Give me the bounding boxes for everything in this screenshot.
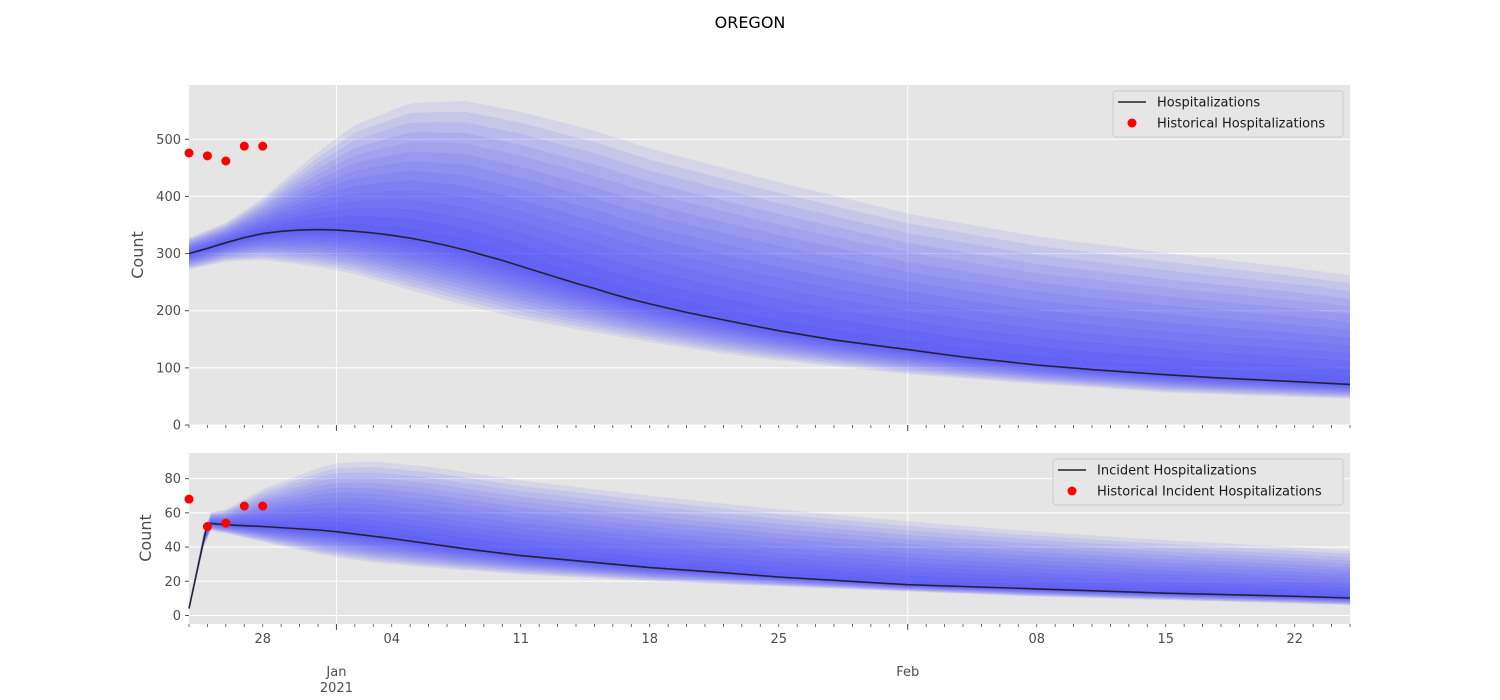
x-tick-label: 08 [1028,632,1045,647]
legend-point-swatch [1127,118,1137,128]
historical-point [258,141,268,151]
y-tick-label: 40 [164,541,181,556]
y-axis-label: Count [136,514,155,562]
quantile-band [189,467,1350,611]
historical-point [221,156,231,166]
historical-point [184,148,194,158]
quantile-band [189,161,1350,393]
quantile-band [189,216,1350,387]
y-tick-label: 400 [156,190,181,205]
figure-title: OREGON [715,13,786,32]
historical-point [239,501,249,511]
legend-label: Historical Hospitalizations [1157,117,1325,132]
quantile-band [189,199,1350,389]
historical-point [202,522,212,532]
quantile-band [189,482,1350,610]
x-major-label-line: Jan [325,665,346,680]
x-tick-label: 18 [641,632,658,647]
quantile-band [189,507,1350,610]
quantile-band [189,132,1350,396]
x-major-label: Jan 2021 [320,665,353,696]
quantile-band [189,151,1350,394]
y-tick-label: 500 [156,133,181,148]
quantile-band [189,512,1350,610]
quantile-band [189,521,1350,609]
legend-label: Historical Incident Hospitalizations [1097,485,1322,500]
median-line [188,522,1351,609]
quantile-band [189,122,1350,397]
x-tick-label: 25 [770,632,787,647]
y-tick-label: 0 [173,609,181,624]
y-tick-label: 20 [164,575,181,590]
quantile-band [189,472,1350,611]
x-major-label-line: Feb [896,665,919,680]
historical-point [221,518,231,528]
x-tick-label: 11 [512,632,529,647]
quantile-band [189,101,1350,399]
quantile-band [189,171,1350,392]
quantile-band [189,111,1350,398]
quantile-band [189,502,1350,610]
y-tick-label: 300 [156,247,181,262]
x-tick-label: 28 [254,632,271,647]
y-tick-label: 0 [173,419,181,434]
hospitalizations-axes: 0 100 200 300 400 500 Count Hospitalizations His… [128,85,1351,434]
quantile-band [189,190,1350,390]
y-tick-label: 60 [164,506,181,521]
quantile-band [189,487,1350,610]
historical-point [239,141,249,151]
legend-box [1052,458,1344,506]
x-major-label-line: 2021 [320,681,353,696]
x-tick-label: 15 [1157,632,1174,647]
historical-point [258,501,268,511]
quantile-band [189,141,1350,395]
legend-point-swatch [1067,486,1077,496]
quantile-band [189,180,1350,391]
y-tick-label: 80 [164,472,181,487]
quantile-band [189,477,1350,610]
x-tick-label: 04 [383,632,400,647]
historical-point [202,151,212,161]
legend-label: Hospitalizations [1157,96,1260,111]
quantile-band [189,461,1350,611]
y-tick-label: 100 [156,361,181,376]
quantile-band [189,497,1350,610]
legend-box [1112,90,1344,138]
legend-label: Incident Hospitalizations [1097,464,1257,479]
quantile-band [189,522,1350,609]
legend: Hospitalizations Historical Hospitalizati… [1112,90,1344,138]
historical-point [184,494,194,504]
y-tick-label: 200 [156,304,181,319]
x-tick-label: 22 [1286,632,1303,647]
quantile-band [189,208,1350,388]
legend: Incident Hospitalizations Historical Inci… [1052,458,1344,506]
incident-hospitalizations-axes: 0 20 40 60 80 28 04 11 18 25 08 15 22 Jan 2021 Feb Count… [136,453,1351,696]
quantile-band [189,516,1350,609]
quantile-band [189,492,1350,610]
y-axis-label: Count [128,231,147,279]
x-major-label: Feb [896,665,919,680]
median-line [188,228,1351,386]
